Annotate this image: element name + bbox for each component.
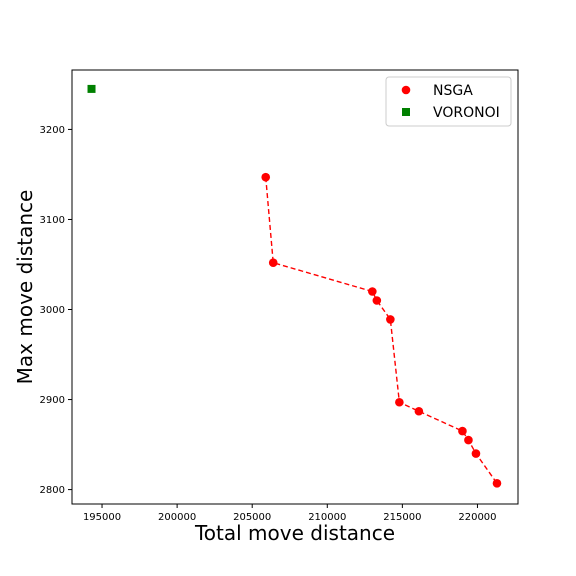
nsga-point <box>471 449 481 458</box>
x-axis-ticks: 195000 200000 205000 210000 215000 220000 <box>83 504 497 523</box>
legend-label-voronoi: VORONOI <box>433 105 500 121</box>
nsga-point <box>395 397 404 407</box>
x-tick-label: 195000 <box>83 512 121 523</box>
plot-area <box>71 69 519 505</box>
y-axis-label: Max move distance <box>13 190 37 385</box>
y-tick-label: 3200 <box>40 125 65 136</box>
nsga-point <box>458 426 467 436</box>
nsga-point <box>372 296 382 305</box>
data-points <box>87 84 502 488</box>
nsga-point <box>386 315 395 324</box>
legend-label-nsga: NSGA <box>433 83 473 99</box>
x-tick-label: 210000 <box>308 512 346 523</box>
x-tick-label: 215000 <box>383 512 421 523</box>
x-tick-label: 220000 <box>458 512 496 523</box>
x-tick-label: 205000 <box>233 512 271 523</box>
nsga-point <box>414 406 424 416</box>
y-axis-ticks: 2800 2900 3000 3100 3200 <box>40 125 72 496</box>
nsga-point <box>368 287 377 296</box>
legend-marker-voronoi <box>402 108 410 116</box>
nsga-point <box>464 435 473 445</box>
y-tick-label: 3000 <box>40 305 65 316</box>
y-tick-label: 2800 <box>40 485 65 496</box>
x-axis-label: Total move distance <box>194 521 395 545</box>
y-tick-label: 2900 <box>40 395 65 406</box>
legend-marker-nsga <box>401 85 411 95</box>
nsga-point <box>492 478 502 488</box>
voronoi-point <box>87 84 96 93</box>
nsga-point <box>268 258 278 267</box>
nsga-point <box>261 172 271 182</box>
y-tick-label: 3100 <box>40 215 65 226</box>
legend-box <box>385 76 512 127</box>
legend: NSGA VORONOI <box>385 76 512 127</box>
x-tick-label: 200000 <box>158 512 196 523</box>
